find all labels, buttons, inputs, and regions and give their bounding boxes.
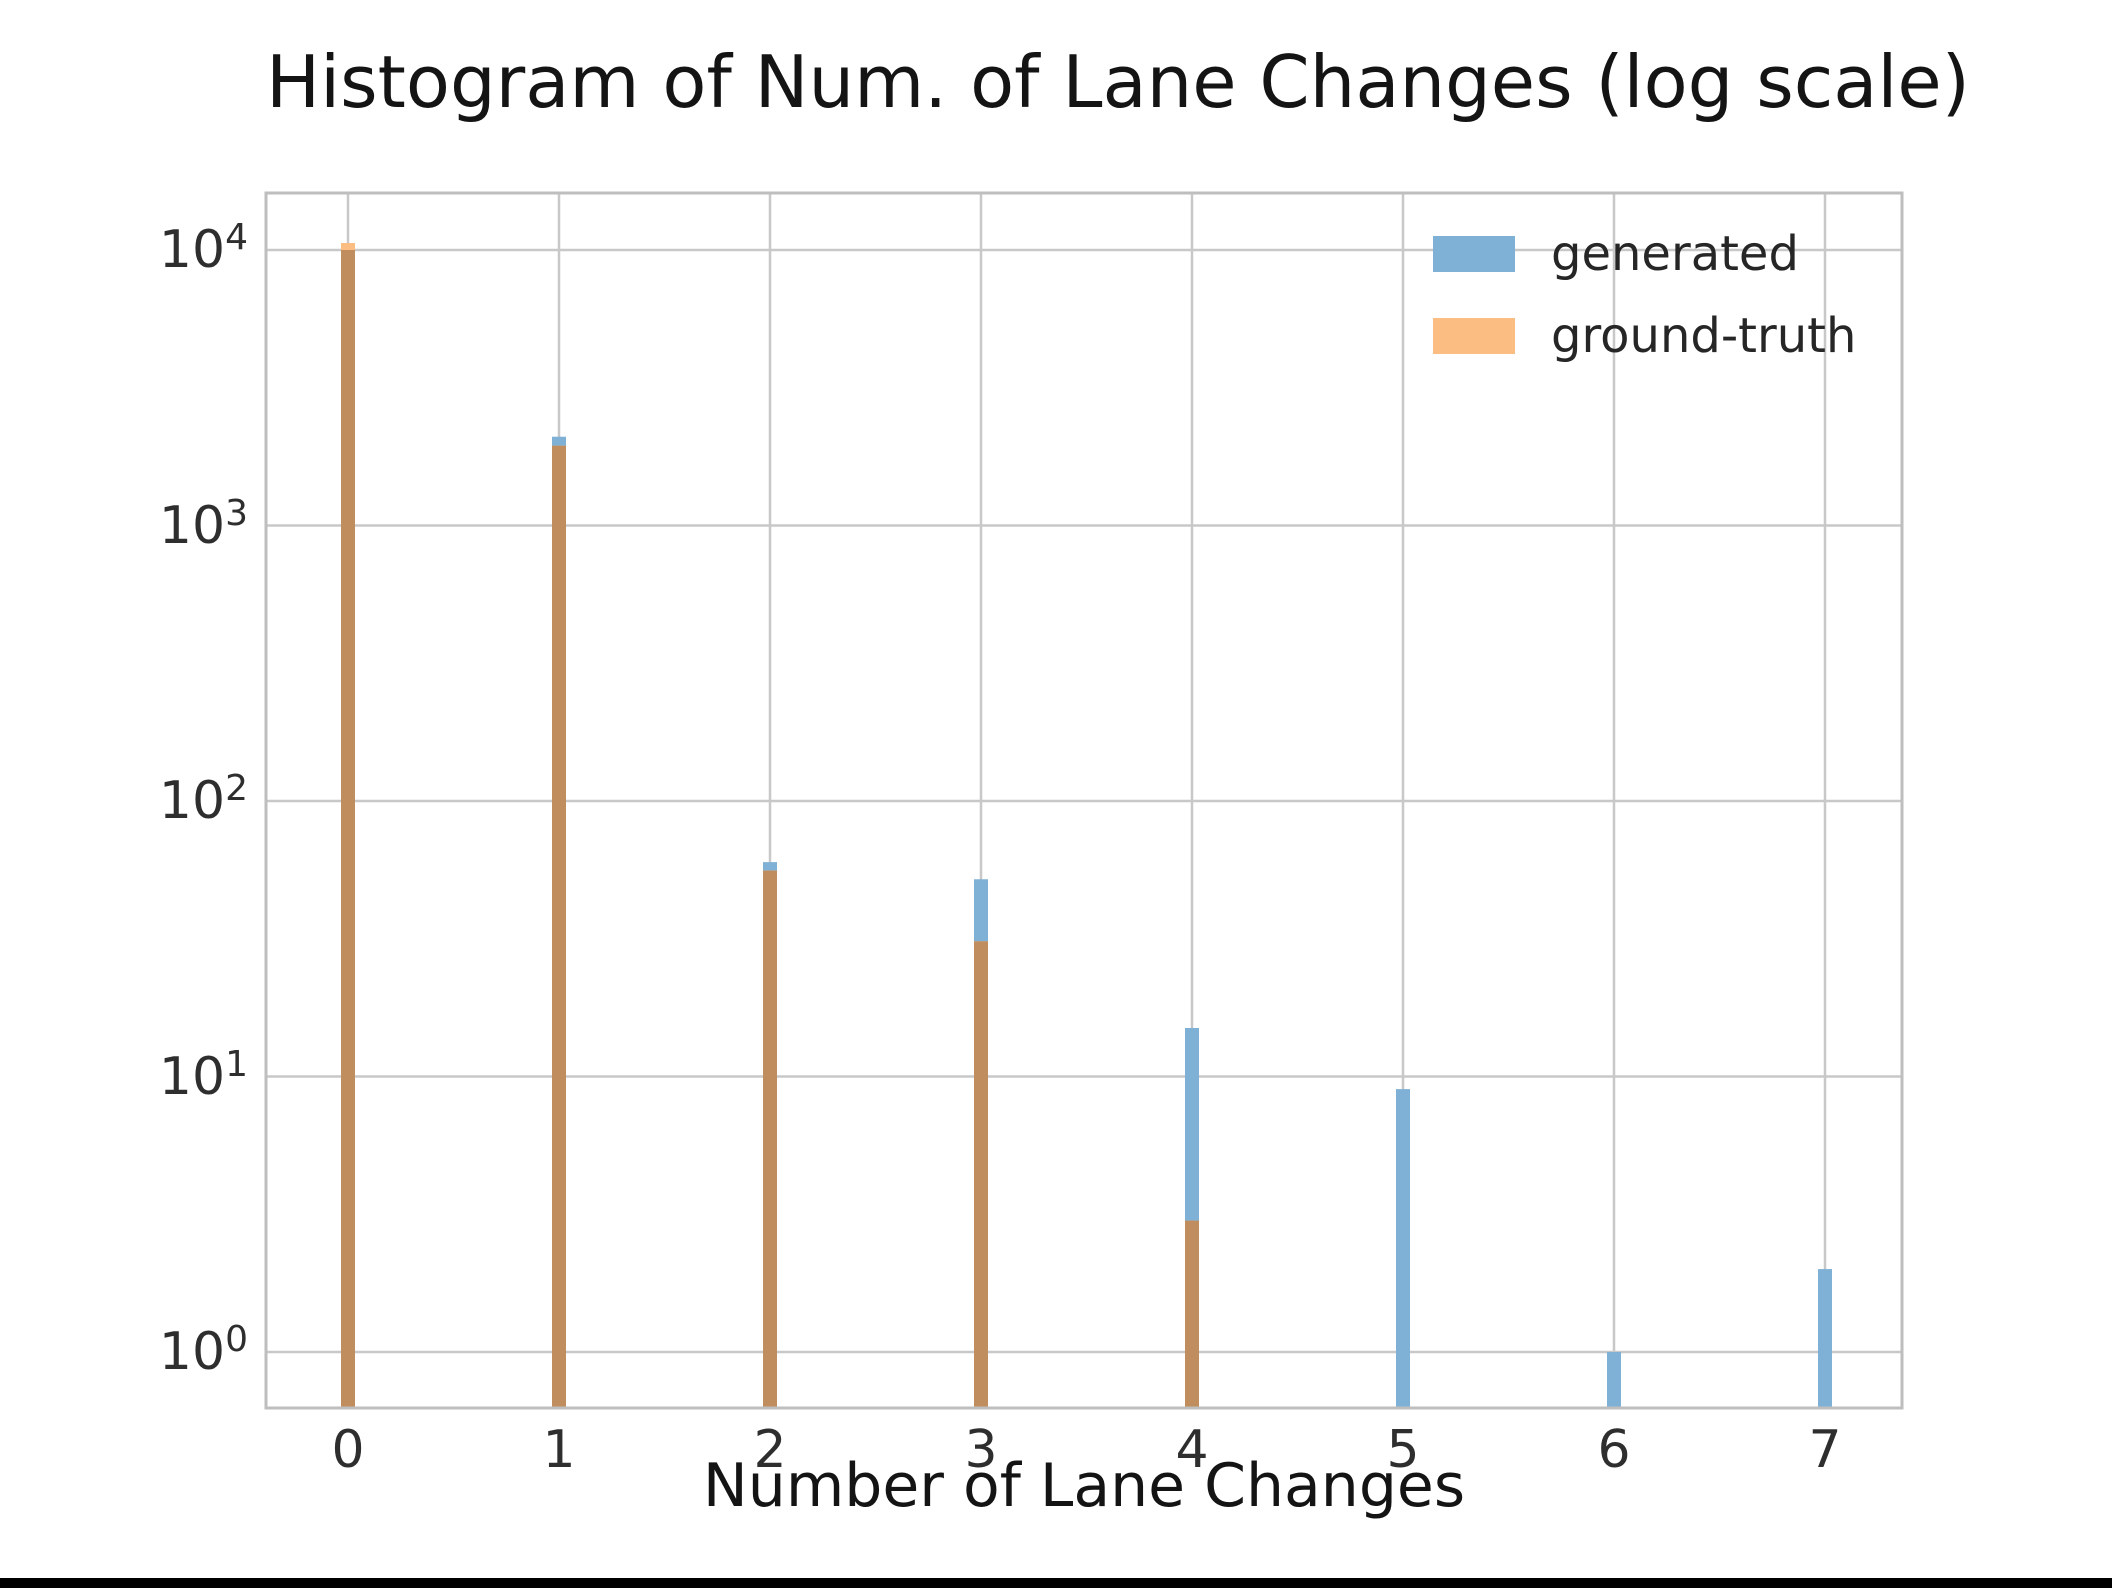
bar-generated [1607, 1352, 1621, 1408]
x-tick-label: 1 [542, 1420, 576, 1480]
x-tick-label: 0 [331, 1420, 365, 1480]
x-tick-label: 7 [1808, 1420, 1842, 1480]
bar-ground-truth-excess [341, 243, 355, 250]
axes-spines [264, 191, 1904, 1410]
bar-overlap [974, 941, 988, 1408]
legend-item-generated: generated [1433, 228, 1856, 280]
bar-generated-excess [974, 879, 988, 942]
x-tick-label: 3 [964, 1420, 998, 1480]
bar-generated-excess [552, 436, 566, 446]
legend: generated ground-truth [1433, 228, 1856, 392]
bar-overlap [763, 870, 777, 1408]
bar-overlap [341, 250, 355, 1408]
legend-label-generated: generated [1551, 226, 1799, 282]
chart-title: Histogram of Num. of Lane Changes (log s… [266, 40, 1970, 124]
bar-overlap [1185, 1220, 1199, 1408]
x-tick-label: 4 [1175, 1420, 1209, 1480]
y-tick-label: 100 [158, 1319, 248, 1382]
legend-swatch-generated [1433, 236, 1515, 272]
bottom-black-strip [0, 1578, 2112, 1588]
y-tick-label: 104 [158, 217, 248, 280]
bar-generated [1396, 1089, 1410, 1408]
x-tick-label: 6 [1597, 1420, 1631, 1480]
x-tick-label: 5 [1386, 1420, 1420, 1480]
bar-generated [1818, 1269, 1832, 1408]
bar-generated-excess [763, 862, 777, 871]
y-tick-label: 101 [158, 1043, 248, 1107]
y-tick-label: 102 [158, 768, 248, 831]
bar-generated-excess [1185, 1027, 1199, 1221]
bar-overlap [552, 445, 566, 1408]
x-axis-label: Number of Lane Changes [702, 1451, 1466, 1521]
legend-item-ground-truth: ground-truth [1433, 310, 1856, 362]
legend-label-ground-truth: ground-truth [1551, 308, 1857, 364]
y-tick-label: 103 [158, 492, 248, 556]
legend-swatch-ground-truth [1433, 318, 1515, 354]
x-tick-label: 2 [753, 1420, 787, 1480]
